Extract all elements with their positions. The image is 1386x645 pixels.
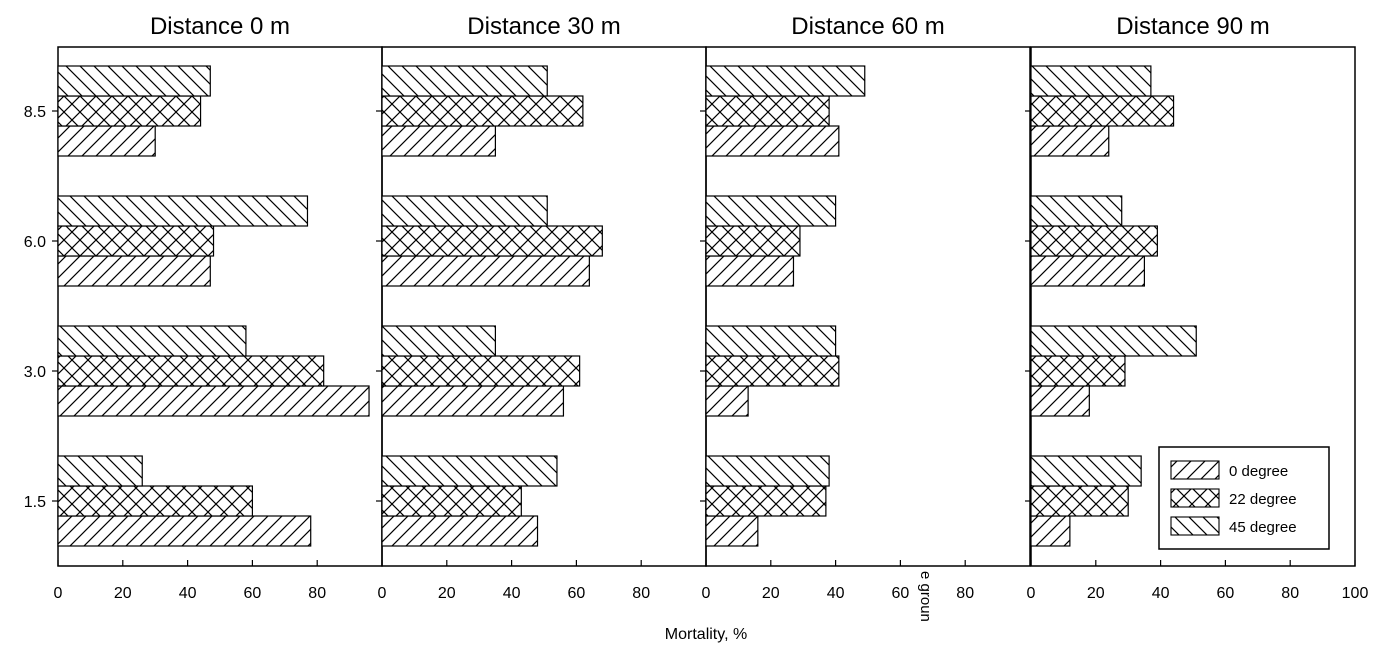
legend-swatch-1: [1170, 488, 1220, 508]
bar-p2-6_0-s1: [381, 225, 603, 257]
x-tick-label-p1-80: 80: [308, 585, 326, 602]
bar-p2-8_5-s0: [381, 125, 497, 157]
bar-p4-1_5-s1: [1030, 485, 1129, 517]
bar-p1-1_5-s0: [57, 515, 312, 547]
bar-p1-1_5-s1: [57, 485, 253, 517]
bar-p1-8_5-s2: [57, 65, 211, 97]
legend-label-0: 0 degree: [1229, 463, 1288, 480]
bar-p4-6_0-s1: [1030, 225, 1158, 257]
bar-p2-3_0-s1: [381, 355, 581, 387]
legend-label-1: 22 degree: [1229, 491, 1297, 508]
panel-title-1: Distance 0 m: [150, 13, 290, 40]
x-tick-label-p2-80: 80: [632, 585, 650, 602]
bar-p4-3_0-s0: [1030, 385, 1090, 417]
bar-p1-3_0-s2: [57, 325, 247, 357]
x-tick-label-p3-60: 60: [892, 585, 910, 602]
x-tick-label-p2-0: 0: [378, 585, 387, 602]
bar-p2-6_0-s2: [381, 195, 548, 227]
x-tick-label-p2-40: 40: [503, 585, 521, 602]
bar-p1-6_0-s2: [57, 195, 309, 227]
bar-p3-1_5-s1: [705, 485, 827, 517]
legend-swatch-2: [1170, 516, 1220, 536]
bar-p3-8_5-s2: [705, 65, 866, 97]
legend-swatch-0: [1170, 460, 1220, 480]
panel-frame-4: [1030, 46, 1356, 567]
stray-rotated-text: e groun: [917, 571, 934, 622]
bar-p4-8_5-s2: [1030, 65, 1152, 97]
x-tick-label-p4-80: 80: [1281, 585, 1299, 602]
bar-p4-6_0-s0: [1030, 255, 1146, 287]
panel-title-3: Distance 60 m: [791, 13, 944, 40]
bar-p3-8_5-s0: [705, 125, 840, 157]
panel-frame-3: [705, 46, 1031, 567]
axis-ticks: [52, 110, 1356, 566]
bar-p2-3_0-s2: [381, 325, 497, 357]
bar-p1-1_5-s2: [57, 455, 143, 487]
bar-p2-1_5-s2: [381, 455, 558, 487]
x-tick-label-p4-0: 0: [1027, 585, 1036, 602]
x-tick-label-p3-80: 80: [956, 585, 974, 602]
x-tick-label-p1-60: 60: [244, 585, 262, 602]
bar-p1-3_0-s0: [57, 385, 370, 417]
x-tick-label-p2-60: 60: [568, 585, 586, 602]
y-tick-label-1_5: 1.5: [24, 494, 46, 511]
bar-marks: [57, 65, 1197, 547]
x-tick-label-p4-40: 40: [1152, 585, 1170, 602]
x-tick-label-p1-0: 0: [54, 585, 63, 602]
text-labels: Distance 0 m 0 20 40 60 80 Distance 30 m 0 20 40 6…: [24, 13, 1369, 643]
x-tick-label-p3-20: 20: [762, 585, 780, 602]
bar-p4-3_0-s1: [1030, 355, 1126, 387]
bar-p3-8_5-s1: [705, 95, 830, 127]
panel-frames: [57, 46, 1356, 567]
bar-p3-1_5-s0: [705, 515, 759, 547]
bar-p4-6_0-s2: [1030, 195, 1123, 227]
x-tick-label-p1-40: 40: [179, 585, 197, 602]
bar-p2-8_5-s1: [381, 95, 584, 127]
panel-title-2: Distance 30 m: [467, 13, 620, 40]
bar-p1-8_5-s0: [57, 125, 156, 157]
panel-title-4: Distance 90 m: [1116, 13, 1269, 40]
bar-p1-6_0-s1: [57, 225, 215, 257]
y-tick-label-6_0: 6.0: [24, 234, 46, 251]
bar-p4-8_5-s1: [1030, 95, 1175, 127]
x-tick-label-p1-20: 20: [114, 585, 132, 602]
bar-p1-8_5-s1: [57, 95, 202, 127]
x-axis-label: Mortality, %: [665, 626, 747, 643]
bar-p4-3_0-s2: [1030, 325, 1197, 357]
x-tick-label-p4-20: 20: [1087, 585, 1105, 602]
bar-p3-3_0-s1: [705, 355, 840, 387]
y-tick-label-8_5: 8.5: [24, 104, 46, 121]
x-tick-label-p3-0: 0: [702, 585, 711, 602]
bar-p1-6_0-s0: [57, 255, 211, 287]
bar-p2-6_0-s0: [381, 255, 590, 287]
bar-p2-8_5-s2: [381, 65, 548, 97]
bar-p4-8_5-s0: [1030, 125, 1110, 157]
bar-p3-1_5-s2: [705, 455, 830, 487]
legend-label-2: 45 degree: [1229, 519, 1297, 536]
bar-p3-6_0-s1: [705, 225, 801, 257]
bar-p1-3_0-s1: [57, 355, 325, 387]
bar-p4-1_5-s2: [1030, 455, 1142, 487]
x-tick-label-p4-100: 100: [1342, 585, 1369, 602]
bar-p3-6_0-s0: [705, 255, 795, 287]
bar-p2-3_0-s0: [381, 385, 565, 417]
bar-p2-1_5-s1: [381, 485, 522, 517]
bar-p3-3_0-s0: [705, 385, 749, 417]
legend: 0 degree 22 degree 45 degree: [1158, 446, 1330, 550]
y-tick-label-3_0: 3.0: [24, 364, 46, 381]
x-tick-label-p3-40: 40: [827, 585, 845, 602]
bar-p4-1_5-s0: [1030, 515, 1071, 547]
x-tick-label-p2-20: 20: [438, 585, 456, 602]
bar-p3-6_0-s2: [705, 195, 837, 227]
bar-p2-1_5-s0: [381, 515, 539, 547]
x-tick-label-p4-60: 60: [1217, 585, 1235, 602]
bar-p3-3_0-s2: [705, 325, 837, 357]
